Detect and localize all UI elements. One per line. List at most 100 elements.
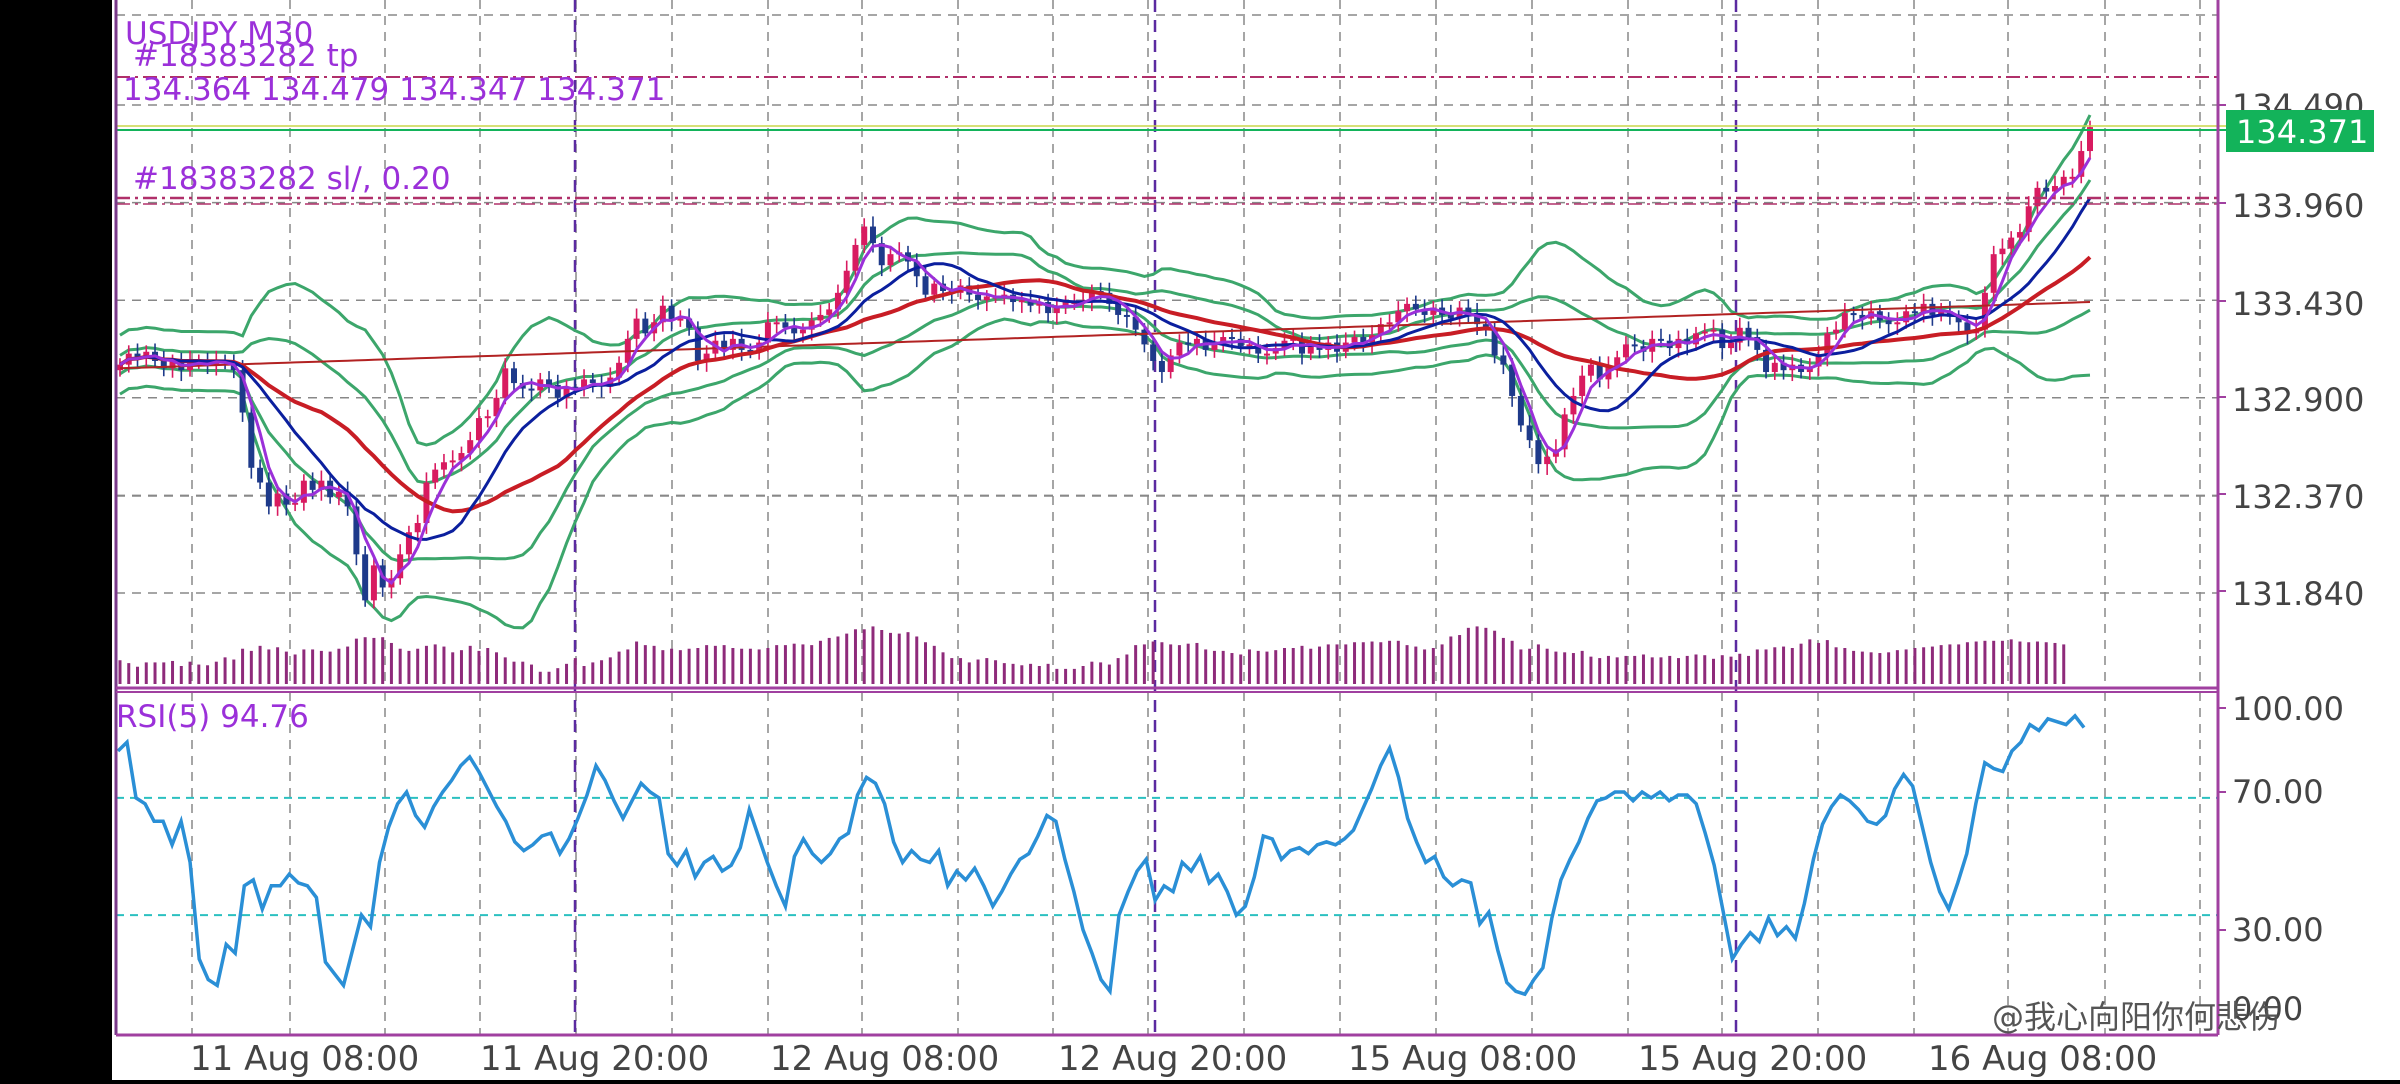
time-axis-label: 12 Aug 20:00 — [1058, 1039, 1287, 1079]
candle-body — [1938, 311, 1945, 315]
ohlc-readout: 134.364 134.479 134.347 134.371 — [123, 72, 665, 108]
candle-body — [335, 491, 342, 498]
candle-body — [1211, 342, 1218, 350]
candle-body — [1088, 290, 1095, 301]
candle-body — [274, 493, 281, 507]
rsi-axis-label: 100.00 — [2232, 690, 2344, 728]
candle-body — [1141, 329, 1148, 345]
candle-body — [1780, 362, 1787, 371]
candle-body — [475, 418, 482, 441]
candle-body — [2043, 187, 2050, 192]
candle-body — [449, 460, 456, 463]
candle-body — [502, 368, 509, 398]
candle-body — [1763, 349, 1770, 373]
candle-body — [686, 318, 693, 328]
candle-body — [1657, 338, 1664, 341]
candle-body — [1824, 333, 1831, 356]
candle-body — [1115, 303, 1122, 315]
candle-body — [1736, 327, 1743, 343]
candle-body — [861, 226, 868, 245]
time-axis: 11 Aug 08:00 11 Aug 20:00 12 Aug 08:00 1… — [190, 1039, 2157, 1079]
candle-body — [1176, 342, 1183, 356]
candle-body — [1631, 344, 1638, 347]
candle-body — [659, 305, 666, 323]
candle-body — [2051, 186, 2058, 192]
rsi-line — [116, 713, 2086, 997]
ma-fast-line — [119, 157, 2092, 585]
candle-body — [1045, 302, 1052, 314]
candle-body — [1544, 456, 1551, 465]
candle-body — [1185, 342, 1192, 345]
candle-body — [1395, 311, 1402, 323]
candle-body — [1386, 322, 1393, 325]
candle-body — [248, 412, 255, 468]
chart-background — [112, 0, 2400, 1080]
candle-body — [239, 370, 246, 413]
candle-body — [1693, 333, 1699, 345]
candle-body — [134, 353, 141, 358]
ma-long-line — [119, 301, 2091, 370]
candle-body — [1246, 344, 1253, 347]
candle-body — [1123, 314, 1130, 317]
candle-body — [1132, 316, 1139, 330]
candle-body — [257, 467, 264, 483]
candle-body — [546, 379, 553, 385]
watermark-text: @我心向阳你何悲伤 — [1992, 998, 2280, 1036]
candle-body — [1614, 357, 1621, 367]
candle-body — [265, 482, 272, 507]
candle-body — [440, 462, 447, 470]
rsi-axis-label: 70.00 — [2232, 773, 2324, 811]
candle-body — [1841, 313, 1848, 330]
time-axis-label: 12 Aug 08:00 — [770, 1039, 999, 1079]
candle-body — [791, 327, 798, 334]
candle-body — [1859, 314, 1866, 319]
time-axis-label: 11 Aug 08:00 — [190, 1039, 419, 1079]
candle-body — [309, 480, 316, 490]
candle-body — [554, 384, 561, 398]
candle-body — [1955, 316, 1962, 323]
panel-frames — [114, 0, 2226, 1037]
candle-body — [931, 283, 938, 295]
candle-body — [143, 351, 150, 358]
candle-body — [327, 480, 334, 498]
rsi-axis-label: 30.00 — [2232, 911, 2324, 949]
candle-body — [511, 368, 517, 384]
candle-body — [370, 565, 377, 601]
moving-averages — [118, 157, 2092, 585]
bollinger-lower-band — [119, 317, 2091, 630]
candle-body — [2069, 176, 2076, 179]
watermark: @我心向阳你何悲伤 — [1992, 998, 2280, 1036]
candle-body — [160, 360, 167, 369]
candle-body — [747, 349, 754, 352]
candle-body — [405, 532, 412, 555]
candle-body — [668, 305, 675, 321]
candle-body — [1412, 303, 1419, 310]
candle-body — [703, 353, 710, 361]
candle-body — [1158, 360, 1165, 373]
candle-body — [1263, 353, 1270, 356]
time-axis-label: 11 Aug 20:00 — [480, 1039, 709, 1079]
candle-body — [397, 554, 404, 579]
candle-body — [1815, 355, 1822, 367]
candle-body — [1710, 329, 1717, 332]
time-axis-label: 16 Aug 08:00 — [1928, 1039, 2157, 1079]
ma-mid-line — [119, 197, 2092, 541]
ma-slow-line — [118, 255, 2092, 514]
session-separators — [573, 0, 1738, 1035]
candle-body — [1290, 338, 1297, 341]
rsi-axis: 100.00 70.00 30.00 0.00 — [2232, 690, 2344, 1028]
candle-body — [2078, 151, 2085, 177]
candle-body — [1535, 440, 1542, 465]
candle-body — [1193, 338, 1200, 345]
candle-body — [1377, 324, 1384, 336]
price-axis-label: 132.370 — [2232, 478, 2364, 516]
candle-body — [493, 397, 500, 417]
price-axis-label: 133.430 — [2232, 285, 2364, 323]
price-axis-label: 132.900 — [2232, 381, 2364, 419]
candle-body — [1228, 337, 1235, 340]
time-axis-label: 15 Aug 20:00 — [1638, 1039, 1867, 1079]
candle-body — [2087, 127, 2093, 152]
candle-body — [1517, 395, 1524, 426]
symbol-label: USDJPY,M30 — [125, 16, 313, 52]
candle-body — [799, 329, 806, 334]
